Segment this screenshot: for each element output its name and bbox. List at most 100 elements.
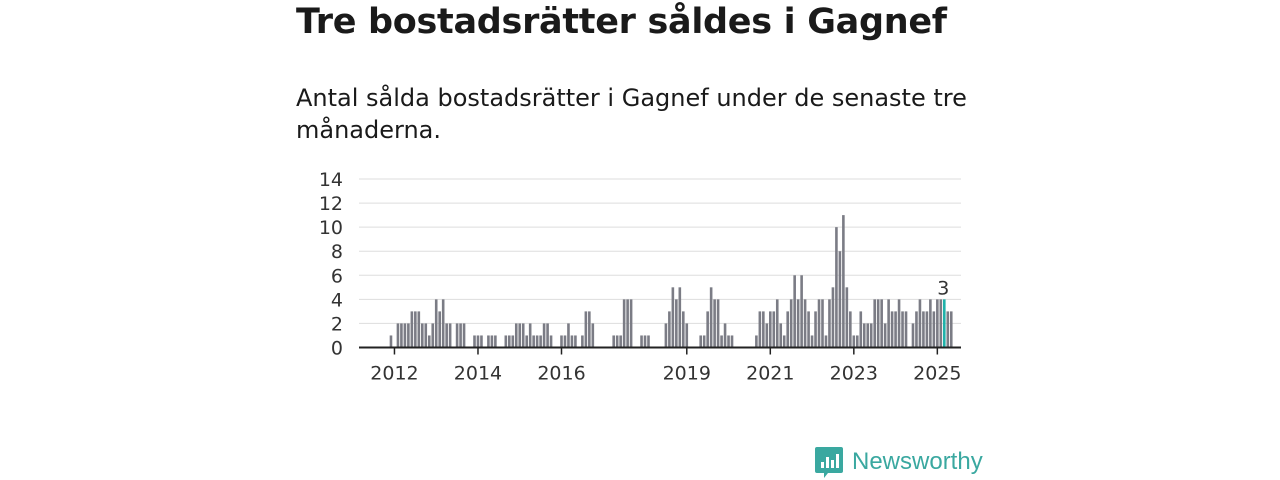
bar: [434, 299, 438, 348]
bar: [775, 299, 779, 348]
bar: [922, 311, 925, 348]
bar: [883, 323, 887, 348]
bar: [511, 335, 515, 348]
bar: [880, 299, 883, 348]
x-tick-label: 2021: [746, 363, 794, 385]
bar: [803, 299, 807, 348]
bar: [789, 299, 793, 348]
bar: [476, 335, 480, 348]
bar: [570, 335, 574, 348]
bar: [897, 299, 901, 348]
bar: [915, 311, 918, 348]
bar: [671, 287, 675, 348]
bar: [716, 299, 720, 348]
bar: [859, 311, 863, 348]
bar: [842, 215, 845, 348]
bar: [765, 323, 769, 348]
bar: [706, 311, 709, 348]
bar: [647, 335, 650, 348]
highlight-value-label: 3: [937, 277, 949, 299]
bar: [762, 311, 765, 348]
bar: [584, 311, 588, 348]
bar: [612, 335, 615, 348]
bar: [831, 287, 835, 348]
y-tick-label: 8: [331, 241, 343, 263]
bar: [727, 335, 730, 348]
y-tick-label: 4: [331, 289, 343, 311]
bar: [845, 287, 849, 348]
bar: [389, 335, 393, 348]
bar: [685, 323, 689, 348]
bar: [769, 311, 772, 348]
bar: [675, 299, 678, 348]
bar: [438, 311, 441, 348]
x-tick-label: 2016: [537, 363, 585, 385]
bar: [424, 323, 428, 348]
bar: [407, 323, 410, 348]
bar: [410, 311, 414, 348]
bar: [702, 335, 706, 348]
bar: [782, 335, 786, 348]
bar: [400, 323, 403, 348]
chart-subtitle: Antal sålda bostadsrätter i Gagnef under…: [296, 84, 967, 144]
bar: [539, 335, 542, 348]
x-tick-label: 2023: [830, 363, 878, 385]
bar: [807, 311, 810, 348]
x-tick-label: 2025: [913, 363, 961, 385]
bar: [814, 311, 817, 348]
y-tick-label: 2: [331, 313, 343, 335]
bar: [821, 299, 824, 348]
bar: [876, 299, 880, 348]
bar: [560, 335, 563, 348]
y-tick-label: 12: [319, 193, 343, 215]
bar: [518, 323, 522, 348]
bar: [758, 311, 762, 348]
bar: [640, 335, 643, 348]
bar: [932, 311, 936, 348]
bar: [546, 323, 549, 348]
x-tick-label: 2019: [663, 363, 711, 385]
newsworthy-brand[interactable]: Newsworthy: [814, 444, 983, 480]
bar: [490, 335, 494, 348]
bar: [709, 287, 713, 348]
bar: [720, 335, 723, 348]
bar: [939, 299, 943, 348]
bar: [421, 323, 424, 348]
bar: [441, 299, 445, 348]
y-tick-label: 10: [319, 217, 343, 239]
bar: [459, 323, 462, 348]
bar: [796, 299, 800, 348]
bar: [480, 335, 483, 348]
bar: [779, 323, 783, 348]
bar: [626, 299, 629, 348]
chart-title: Tre bostadsrätter såldes i Gagnef: [296, 2, 947, 42]
bar: [755, 335, 758, 348]
bar: [828, 299, 831, 348]
bar: [682, 311, 685, 348]
bar: [800, 275, 803, 348]
bar: [894, 311, 897, 348]
bar: [532, 335, 535, 348]
newsworthy-logo-icon: [815, 447, 843, 478]
bar: [514, 323, 518, 348]
bar: [929, 299, 932, 348]
bar: [869, 323, 873, 348]
y-tick-label: 14: [319, 169, 343, 191]
bar: [417, 311, 421, 348]
bar: [643, 335, 647, 348]
bar: [535, 335, 539, 348]
bar: [521, 323, 525, 348]
bar: [528, 323, 532, 348]
bar: [723, 323, 727, 348]
bar: [591, 323, 595, 348]
bar: [835, 227, 838, 348]
bar: [786, 311, 789, 348]
bar: [866, 323, 870, 348]
bar: [549, 335, 553, 348]
bar: [824, 335, 828, 348]
x-tick-label: 2012: [370, 363, 418, 385]
bar: [473, 335, 476, 348]
bar: [849, 311, 852, 348]
bar: [615, 335, 619, 348]
bar: [504, 335, 508, 348]
